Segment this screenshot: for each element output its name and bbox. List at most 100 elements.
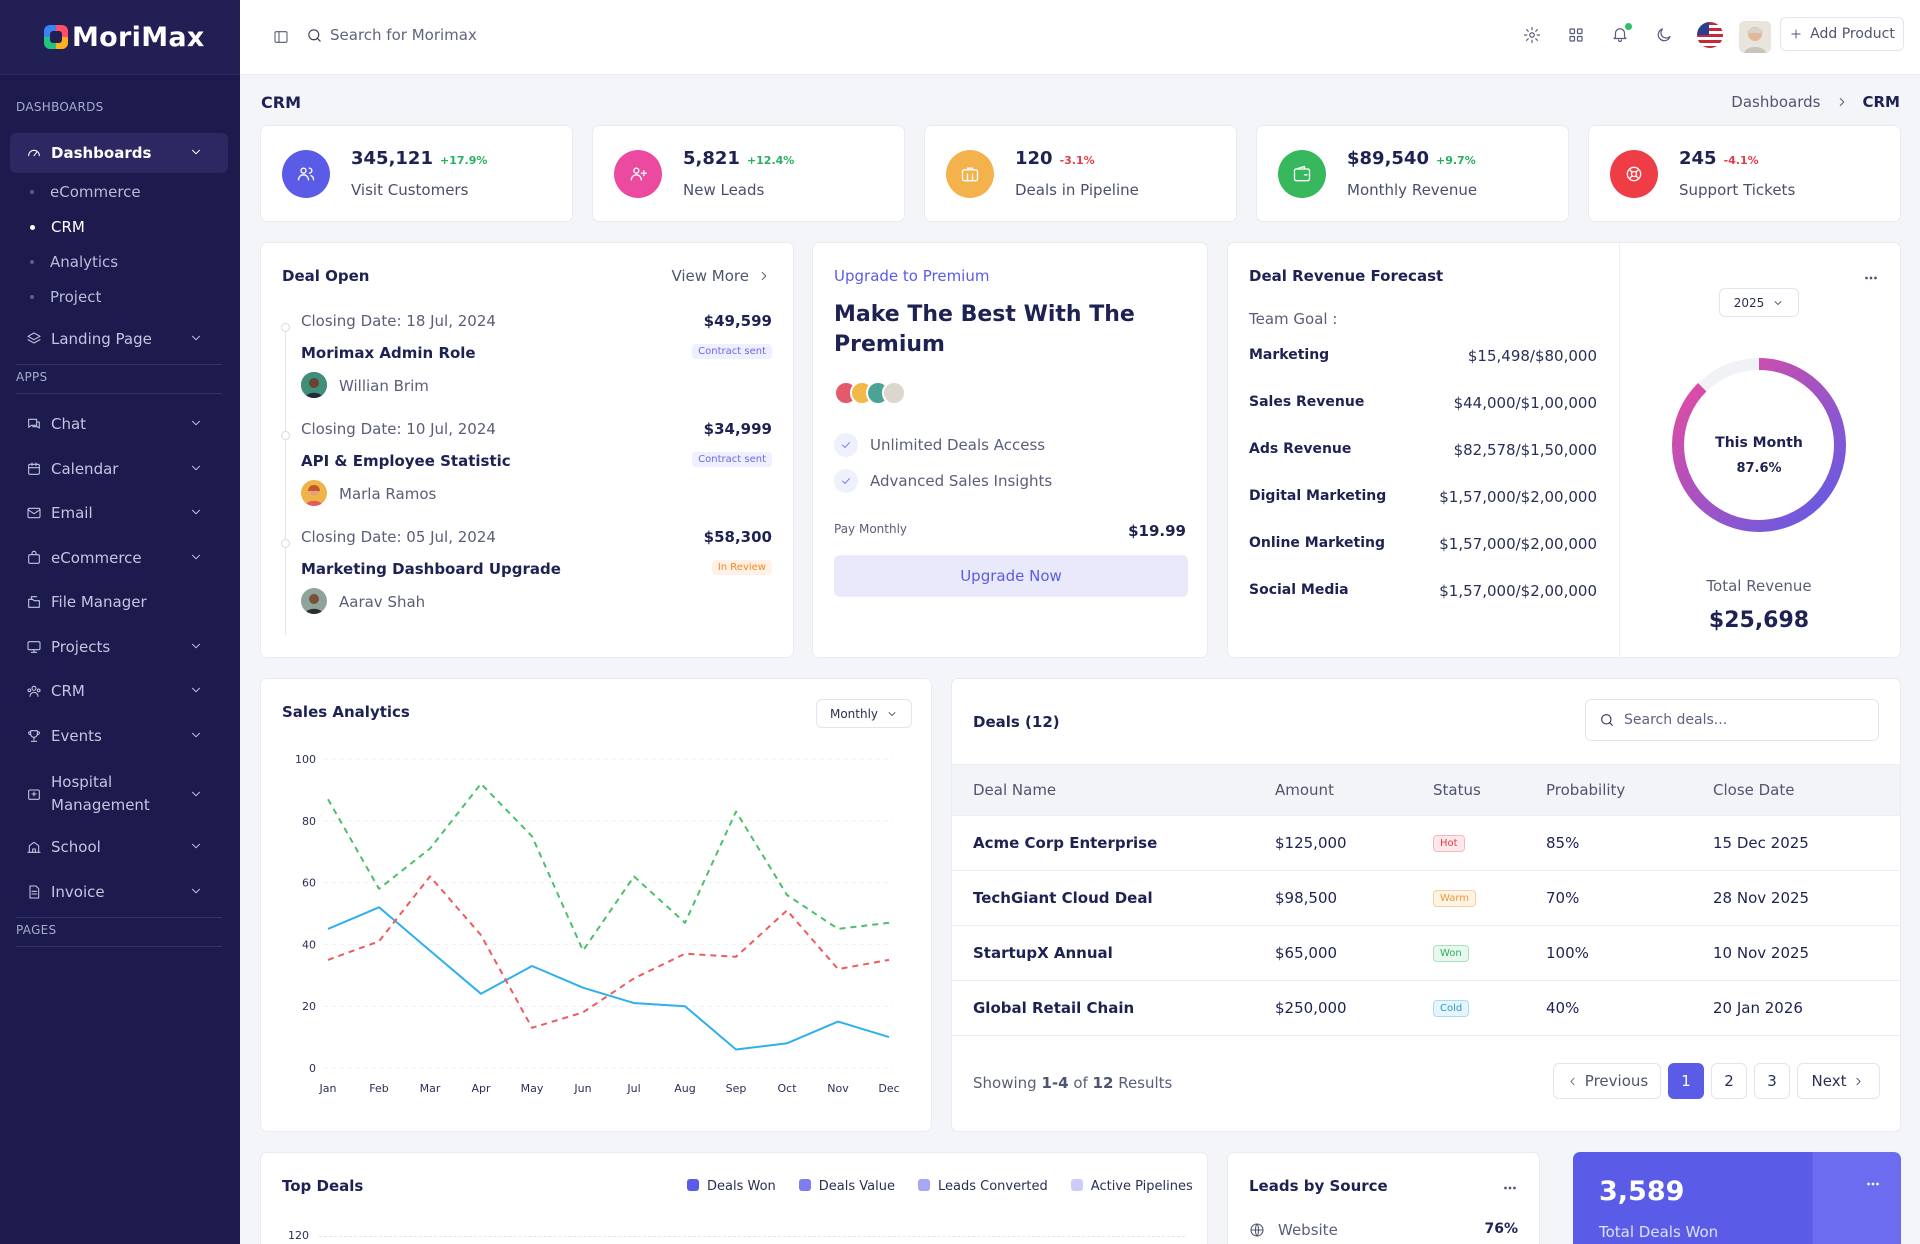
sidebar-item-hospital[interactable]: Hospital Management [10,770,228,818]
page-button-1[interactable]: 1 [1668,1063,1704,1099]
search-icon [1601,714,1613,726]
chevron-down-icon [192,420,200,426]
legend-swatch [1070,1179,1083,1191]
more-dots-icon[interactable] [1864,1175,1882,1193]
search-bar[interactable]: Search for Morimax [306,26,477,44]
deal-name[interactable]: Morimax Admin Role [301,344,476,362]
forecast-row-label: Ads Revenue [1249,441,1352,457]
x-tick-label: Jan [319,1082,337,1095]
table-row[interactable] [952,816,1900,871]
more-dots-icon[interactable] [1862,269,1880,287]
table-row[interactable] [952,981,1900,1036]
results-summary: Showing 1-4 of 12 Results [973,1074,1172,1092]
amount-cell: $125,000 [1275,834,1347,852]
deal-name[interactable]: API & Employee Statistic [301,452,511,470]
search-input[interactable]: Search for Morimax [330,26,477,44]
chart-legend: Deals Won Deals Value Leads Converted Ac… [687,1179,1193,1194]
brand-logo[interactable]: MoriMax [0,0,240,75]
deal-name[interactable]: Marketing Dashboard Upgrade [301,560,561,578]
column-header[interactable]: Probability [1546,781,1626,799]
legend-item[interactable]: Deals Value [798,1179,895,1194]
stat-card-tickets: 245 -4.1% Support Tickets [1588,125,1901,222]
stat-label: Deals in Pipeline [1015,181,1139,199]
user-avatar[interactable] [1739,21,1771,53]
previous-page-button[interactable]: Previous [1553,1063,1661,1099]
sidebar-item-events[interactable]: Events [10,716,228,756]
deal-closing-date: Closing Date: 10 Jul, 2024 [301,420,496,438]
us-flag-icon[interactable] [1697,22,1723,48]
sidebar-item-calendar[interactable]: Calendar [10,449,228,489]
sidebar-item-dashboards[interactable]: Dashboards [10,133,228,173]
upgrade-now-button[interactable]: Upgrade Now [834,555,1188,597]
moon-icon[interactable] [1655,26,1673,44]
deal-closing-date: Closing Date: 05 Jul, 2024 [301,528,496,546]
sidebar-item-school[interactable]: School [10,827,228,867]
sidebar-item-email[interactable]: Email [10,493,228,533]
forecast-row-value: $1,57,000/$2,00,000 [1439,488,1597,506]
year-select[interactable]: 2025 [1719,288,1799,317]
more-dots-icon[interactable] [1501,1179,1519,1197]
settings-gear-icon[interactable] [1523,26,1541,44]
sidebar-item-crm[interactable]: CRM [10,671,228,711]
plus-icon [1791,29,1801,39]
column-header[interactable]: Close Date [1713,781,1795,799]
y-tick-label: 60 [302,877,316,890]
check-icon [842,478,850,484]
apps-grid-icon[interactable] [1567,26,1585,44]
legend-item[interactable]: Leads Converted [917,1179,1048,1194]
stat-change: +17.9% [439,154,488,167]
breadcrumb: Dashboards CRM [1731,93,1900,111]
stat-card-customers: 345,121 +17.9% Visit Customers [260,125,573,222]
table-row[interactable] [952,926,1900,981]
deal-open-card: Deal Open View More Closing Date: 18 Jul… [260,242,794,658]
x-tick-label: Sep [726,1082,747,1095]
divider [16,917,222,918]
sidebar-sub-crm[interactable]: CRM [30,218,85,236]
period-value: Monthly [829,706,879,721]
sidebar-item-invoice[interactable]: Invoice [10,872,228,912]
deal-amount: $49,599 [703,312,772,330]
view-more-link[interactable]: View More [671,267,771,285]
column-header[interactable]: Status [1433,781,1481,799]
breadcrumb-item[interactable]: Dashboards [1731,93,1821,111]
table-row[interactable] [952,871,1900,926]
sidebar-item-ecommerce[interactable]: eCommerce [10,538,228,578]
deals-search-input[interactable]: Search deals... [1585,699,1879,741]
notifications-button[interactable] [1611,23,1632,43]
legend-item[interactable]: Active Pipelines [1070,1179,1193,1194]
sidebar-sub-analytics[interactable]: Analytics [30,253,118,271]
page-button-2[interactable]: 2 [1711,1063,1747,1099]
period-select[interactable]: Monthly [816,699,912,728]
next-page-button[interactable]: Next [1797,1063,1880,1099]
pay-label: Pay Monthly [834,522,908,536]
sidebar-item-landing[interactable]: Landing Page [10,319,228,359]
x-tick-label: Nov [827,1082,849,1095]
status-badge: Cold [1433,1000,1470,1017]
timeline-dot [281,539,290,548]
legend-item[interactable]: Deals Won [687,1179,776,1194]
check-circle [834,433,858,457]
sidebar-toggle-icon[interactable] [273,29,289,45]
column-header[interactable]: Amount [1275,781,1334,799]
sidebar-item-label: File Manager [51,593,147,611]
add-product-button[interactable]: Add Product [1780,17,1904,51]
sidebar-item-chat[interactable]: Chat [10,404,228,444]
user-avatar-image [1739,21,1771,53]
sidebar-sub-project[interactable]: Project [30,288,101,306]
sales-analytics-card: Sales Analytics Monthly 0 20 40 60 80 100 Jan F… [260,678,932,1132]
sidebar-item-file-manager[interactable]: File Manager [10,582,228,622]
page-button-3[interactable]: 3 [1754,1063,1790,1099]
legend-swatch [687,1179,699,1191]
source-label: Website [1278,1221,1338,1239]
sidebar-sub-ecommerce[interactable]: eCommerce [30,183,141,201]
sidebar-item-label: CRM [51,682,85,700]
column-header[interactable]: Deal Name [973,781,1057,799]
source-value: 76% [1484,1221,1518,1237]
x-tick-label: Dec [878,1082,899,1095]
results-of: of [1068,1074,1093,1092]
sidebar-item-projects[interactable]: Projects [10,627,228,667]
stat-value: 245 [1679,148,1717,169]
revenue-donut-chart [1672,358,1846,532]
school-icon [27,841,41,853]
card-title: Top Deals [282,1177,364,1195]
